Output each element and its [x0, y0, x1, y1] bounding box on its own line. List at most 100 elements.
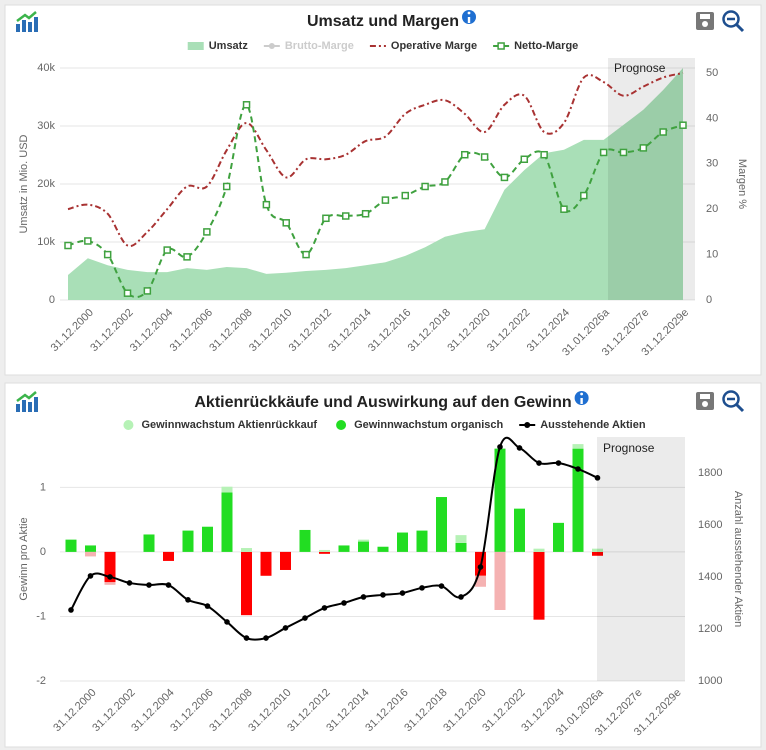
chart: Umsatz und Margen 0 10k 20k 30k 40k 0 10 20 30 40 5…	[18, 10, 748, 358]
chart-icon[interactable]	[16, 391, 38, 412]
y2-tick-label: 1200	[698, 623, 722, 635]
bar	[260, 551, 272, 576]
y2-tick-label: 0	[706, 294, 712, 306]
marker	[126, 580, 133, 586]
legend-item[interactable]: Umsatz	[187, 40, 249, 52]
marker	[84, 237, 92, 245]
marker	[322, 214, 330, 223]
y-tick-label: 30k	[37, 120, 55, 132]
marker	[263, 635, 269, 641]
zoom-icon[interactable]	[722, 390, 745, 413]
legend-item[interactable]: Gewinnwachstum Aktienrückkauf	[123, 419, 317, 431]
forecast-label: Prognose	[603, 441, 655, 455]
marker	[639, 144, 648, 152]
marker	[659, 128, 667, 136]
marker	[575, 466, 581, 472]
marker	[165, 582, 172, 588]
marker	[516, 445, 523, 451]
legend-swatch	[123, 420, 134, 430]
legend-label: Gewinnwachstum Aktienrückkauf	[141, 419, 317, 431]
bar	[182, 530, 194, 552]
y2-tick-label: 10	[706, 249, 718, 261]
y2-tick-label: 1400	[698, 571, 722, 583]
bar	[338, 545, 350, 552]
bar	[104, 582, 116, 585]
forecast-label: Prognose	[614, 61, 666, 75]
y2-tick-label: 30	[706, 158, 718, 170]
info-icon-glyph	[580, 398, 583, 404]
marker	[282, 219, 290, 227]
bar	[163, 551, 174, 561]
legend-label: Umsatz	[209, 40, 249, 52]
save-icon[interactable]	[696, 392, 714, 410]
marker	[123, 289, 132, 297]
legend-item[interactable]: Operative Marge	[369, 40, 477, 52]
marker	[580, 191, 588, 200]
marker	[341, 212, 350, 220]
chart-icon[interactable]	[16, 11, 38, 32]
marker	[224, 619, 230, 625]
legend-swatch	[336, 420, 347, 430]
bar	[494, 551, 506, 610]
bar	[241, 551, 252, 616]
bar	[416, 530, 428, 552]
bar	[202, 526, 213, 552]
marker	[380, 592, 386, 598]
marker	[497, 444, 503, 450]
marker	[87, 573, 94, 579]
legend-label: Gewinnwachstum organisch	[354, 419, 503, 431]
y2-tick-label: 50	[706, 67, 718, 79]
marker	[321, 605, 328, 611]
y-axis-label: Umsatz in Mio. USD	[18, 134, 30, 233]
save-icon[interactable]	[696, 12, 714, 30]
marker	[421, 182, 429, 191]
y2-tick-label: 40	[706, 112, 718, 124]
marker	[401, 191, 410, 200]
bar	[241, 548, 252, 552]
marker	[103, 250, 112, 259]
bar	[104, 551, 116, 583]
bar	[455, 535, 467, 543]
bar	[592, 551, 603, 556]
forecast-shade	[608, 58, 695, 300]
bar	[377, 546, 389, 552]
marker	[540, 150, 548, 159]
y2-tick-label: 1600	[698, 519, 722, 531]
bar	[221, 486, 233, 493]
y2-tick-label: 1800	[698, 467, 722, 479]
legend: Umsatz Brutto-Marge Operative Marge Netto-M…	[187, 40, 578, 52]
bar	[319, 551, 330, 554]
y2-axis-label: Margen %	[736, 159, 748, 209]
bar	[436, 497, 447, 552]
marker	[282, 625, 289, 631]
area	[68, 68, 683, 300]
legend-item[interactable]: Gewinnwachstum organisch	[336, 419, 503, 431]
legend-label: Netto-Marge	[514, 40, 578, 52]
legend-marker	[497, 42, 505, 50]
y-tick-label: 20k	[37, 178, 55, 190]
marker	[599, 148, 608, 157]
y-axis-label: Gewinn pro Aktie	[18, 517, 30, 600]
marker	[536, 460, 542, 466]
marker	[262, 200, 271, 209]
marker	[243, 635, 250, 641]
marker	[438, 583, 445, 589]
marker	[477, 564, 484, 570]
marker	[341, 600, 347, 606]
card	[4, 382, 762, 748]
marker	[461, 150, 469, 159]
marker	[555, 460, 562, 466]
bar	[280, 551, 291, 570]
legend-item[interactable]: Netto-Marge	[493, 40, 578, 52]
zoom-icon[interactable]	[722, 10, 745, 33]
bar	[533, 551, 545, 620]
info-icon-glyph	[467, 11, 471, 15]
legend-item[interactable]: Brutto-Marge	[263, 40, 354, 52]
y-tick-label: 10k	[37, 236, 55, 248]
bar	[85, 545, 96, 552]
bar	[455, 542, 467, 552]
y-tick-label: -2	[36, 675, 46, 687]
legend-item[interactable]: Ausstehende Aktien	[519, 419, 646, 431]
forecast-shade	[597, 437, 685, 681]
